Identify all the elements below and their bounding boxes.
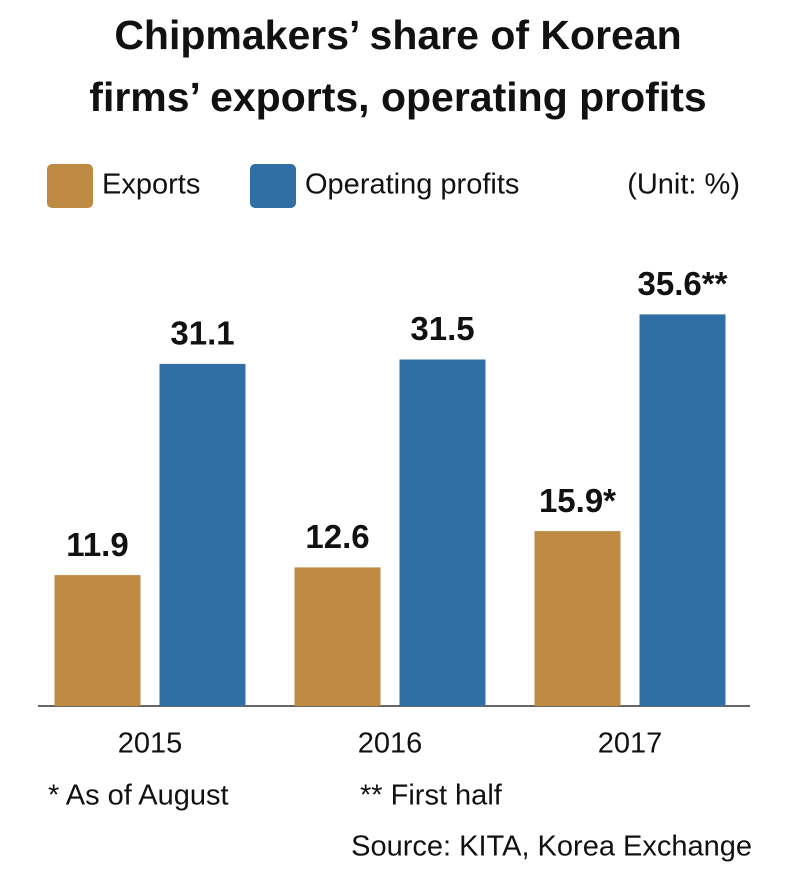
footnote: ** First half — [360, 780, 503, 812]
bar — [534, 531, 621, 706]
source: Source: KITA, Korea Exchange — [351, 831, 752, 863]
bar — [399, 359, 486, 706]
x-tick-label: 2016 — [358, 728, 423, 760]
value-label: 12.6 — [305, 518, 369, 555]
legend-swatch — [47, 164, 93, 208]
value-label: 11.9 — [66, 526, 128, 563]
x-tick-label: 2017 — [598, 728, 663, 760]
bar — [159, 363, 246, 706]
x-tick-label: 2015 — [118, 728, 183, 760]
footnote: * As of August — [48, 780, 229, 812]
chart-title: firms’ exports, operating profits — [89, 74, 706, 120]
legend-swatch — [250, 164, 296, 208]
chart-title: Chipmakers’ share of Korean — [114, 12, 681, 58]
value-label: 31.1 — [170, 315, 234, 352]
bar — [294, 567, 381, 706]
bar — [639, 314, 726, 706]
value-label: 35.6** — [638, 265, 728, 302]
value-label: 15.9* — [539, 482, 616, 519]
legend-label: Exports — [102, 169, 200, 201]
value-label: 31.5 — [410, 310, 474, 347]
legend-label: Operating profits — [305, 169, 519, 201]
unit-label: (Unit: %) — [627, 169, 740, 201]
bar — [54, 575, 141, 706]
